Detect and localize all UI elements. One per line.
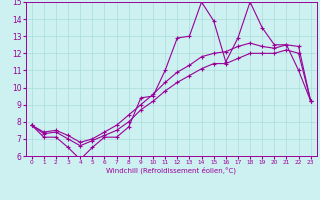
X-axis label: Windchill (Refroidissement éolien,°C): Windchill (Refroidissement éolien,°C) [106,167,236,174]
